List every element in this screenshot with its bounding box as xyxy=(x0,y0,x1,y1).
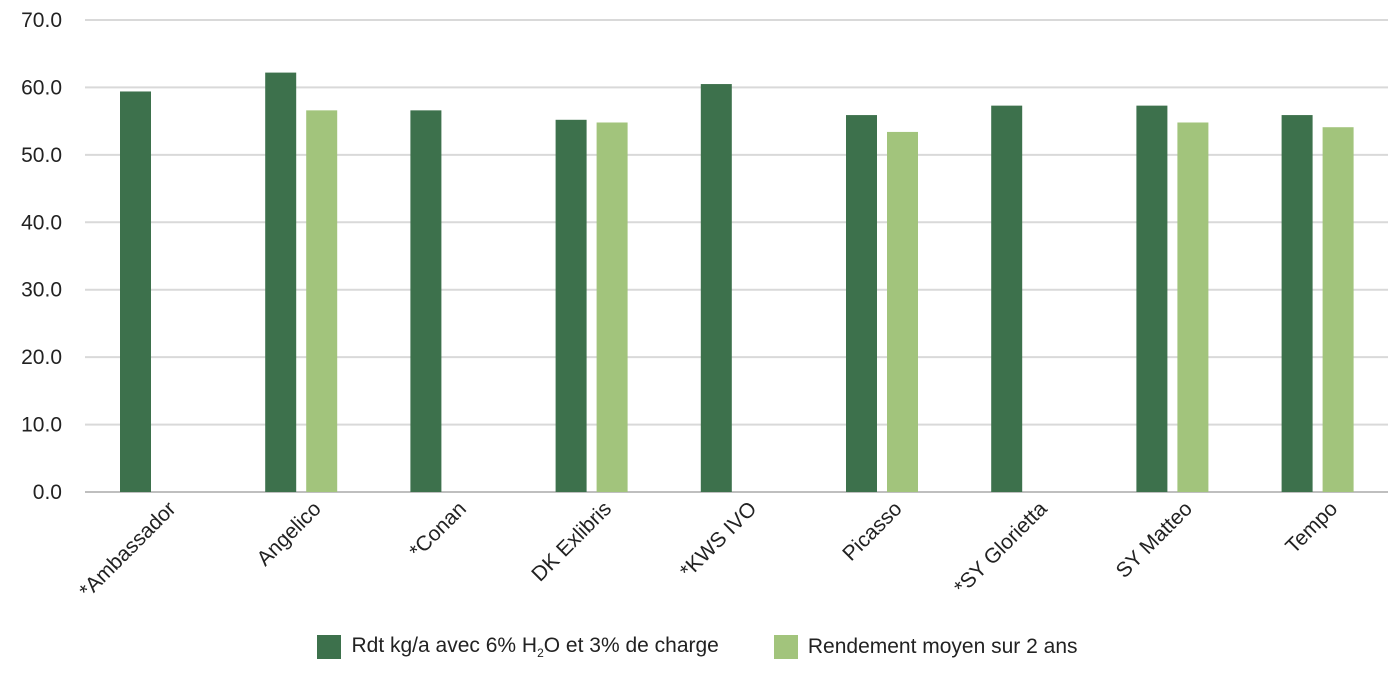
y-tick-label: 60.0 xyxy=(21,76,62,99)
y-tick-label: 30.0 xyxy=(21,279,62,302)
y-tick-label: 50.0 xyxy=(21,144,62,167)
bar-2 xyxy=(306,110,338,493)
legend-label-series-1: Rdt kg/a avec 6% H2O et 3% de charge xyxy=(351,634,719,660)
x-tick-label: *Ambassador xyxy=(75,497,180,602)
y-tick-label: 70.0 xyxy=(21,9,62,32)
bar-1 xyxy=(846,115,877,493)
bar-1 xyxy=(410,110,442,493)
bar-1 xyxy=(120,91,151,492)
bar-2 xyxy=(887,131,918,492)
legend-item-series-1: Rdt kg/a avec 6% H2O et 3% de charge xyxy=(317,634,719,660)
legend-swatch-series-1 xyxy=(317,635,342,659)
bar-1 xyxy=(1136,105,1168,493)
x-tick-label: Angelico xyxy=(253,497,326,570)
legend-item-series-2: Rendement moyen sur 2 ans xyxy=(773,634,1078,660)
legend: Rdt kg/a avec 6% H2O et 3% de charge Ren… xyxy=(0,634,1395,660)
bar-1 xyxy=(265,72,297,492)
bar-1 xyxy=(1281,115,1313,493)
x-tick-label: *KWS IVO xyxy=(676,497,762,583)
bar-2 xyxy=(1322,127,1354,492)
bar-1 xyxy=(555,119,587,493)
x-tick-label: Picasso xyxy=(838,497,906,565)
legend-swatch-series-2 xyxy=(773,635,798,659)
x-tick-label: SY Matteo xyxy=(1112,497,1197,582)
x-tick-label: DK Exlibris xyxy=(527,497,616,586)
y-tick-label: 20.0 xyxy=(21,346,62,369)
y-tick-label: 0.0 xyxy=(33,481,62,504)
y-tick-label: 40.0 xyxy=(21,211,62,234)
bar-2 xyxy=(1177,122,1209,493)
legend-label-series-2: Rendement moyen sur 2 ans xyxy=(807,635,1078,658)
y-tick-label: 10.0 xyxy=(21,414,62,437)
x-tick-label: Tempo xyxy=(1281,497,1342,558)
bar-1 xyxy=(991,105,1023,493)
bar-chart: 0.0 10.0 20.0 30.0 40.0 50.0 60.0 70.0 *Ambassad… xyxy=(21,9,1388,603)
bar-1 xyxy=(700,84,732,493)
x-tick-label: *Conan xyxy=(405,497,471,563)
x-tick-label: *SY Glorietta xyxy=(950,497,1052,599)
bar-2 xyxy=(596,122,628,493)
